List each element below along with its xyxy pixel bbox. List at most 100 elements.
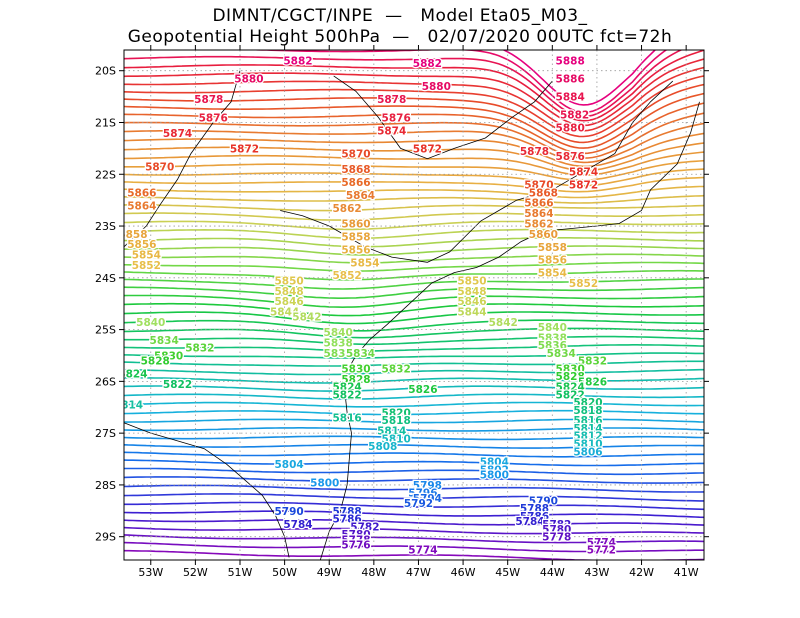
contour-label: 5798 xyxy=(413,480,442,492)
contour-label: 5824 xyxy=(332,382,361,394)
contour-line-5890 xyxy=(501,50,657,106)
contour-label: 5884 xyxy=(556,92,585,104)
contour-line-5802 xyxy=(124,401,704,408)
contour-line-5770 xyxy=(124,534,704,544)
contour-label: 5848 xyxy=(274,286,303,298)
contour-label: 5874 xyxy=(377,125,406,137)
contour-line-5836 xyxy=(124,261,704,272)
contour-label: 5812 xyxy=(573,431,602,443)
contour-line-5772 xyxy=(124,526,704,535)
contour-label: 5882 xyxy=(560,110,589,122)
contour-line-5806 xyxy=(124,385,704,392)
contour-label: 5788 xyxy=(520,503,549,515)
contour-label: 5804 xyxy=(274,459,303,471)
contour-line-5796 xyxy=(124,427,704,432)
x-tick-label: 42W xyxy=(629,566,654,579)
contour-line-5780 xyxy=(124,493,704,502)
contour-line-5856 xyxy=(124,176,704,193)
contour-line-5766 xyxy=(124,549,704,560)
x-tick-label: 47W xyxy=(406,566,431,579)
contour-label: 5862 xyxy=(524,218,553,230)
contour-label: 5774 xyxy=(408,545,437,557)
y-tick-label: 22S xyxy=(95,168,116,181)
contour-label: 5860 xyxy=(529,229,558,241)
contour-label: 5858 xyxy=(118,229,147,241)
x-tick-label: 52W xyxy=(183,566,208,579)
contour-label: 5800 xyxy=(310,477,339,489)
contour-label: 5790 xyxy=(529,495,558,507)
contour-label: 5860 xyxy=(341,218,370,230)
contour-label: 5882 xyxy=(283,55,312,67)
y-tick-label: 21S xyxy=(95,116,116,129)
contour-line-5840 xyxy=(124,245,704,256)
contour-label: 5886 xyxy=(556,73,585,85)
contour-label: 5820 xyxy=(573,397,602,409)
contour-label: 5834 xyxy=(547,348,576,360)
y-tick-label: 25S xyxy=(95,324,116,337)
contour-label: 5778 xyxy=(542,532,571,544)
y-tick-label: 29S xyxy=(95,531,116,544)
contour-label: 5878 xyxy=(377,94,406,106)
contour-line-5882 xyxy=(124,58,704,127)
contour-label: 5824 xyxy=(118,369,147,381)
contour-label: 5800 xyxy=(480,470,509,482)
state-border-west xyxy=(124,70,241,248)
contour-label: 5804 xyxy=(480,457,509,469)
contour-line-5848 xyxy=(124,212,704,221)
contour-label: 5786 xyxy=(332,514,361,526)
contour-line-5786 xyxy=(124,467,704,476)
contour-line-5864 xyxy=(124,142,704,172)
contour-line-5804 xyxy=(124,393,704,400)
contour-line-5798 xyxy=(124,418,704,424)
contour-line-5830 xyxy=(124,286,704,299)
contour-label: 5858 xyxy=(538,242,567,254)
contour-line-5880 xyxy=(124,66,704,132)
contour-label: 5792 xyxy=(404,498,433,510)
contour-label: 5864 xyxy=(346,190,375,202)
contour-line-5870 xyxy=(124,112,704,159)
x-tick-label: 51W xyxy=(228,566,253,579)
contour-label: 5772 xyxy=(587,545,616,557)
x-tick-label: 45W xyxy=(495,566,520,579)
contour-line-5812 xyxy=(124,360,704,367)
y-tick-label: 24S xyxy=(95,272,116,285)
contour-line-5842 xyxy=(124,237,704,248)
contour-line-5860 xyxy=(124,159,704,181)
contour-label: 5784 xyxy=(283,519,312,531)
contour-label: 5862 xyxy=(332,203,361,215)
contour-line-5816 xyxy=(124,344,704,352)
contour-label: 5780 xyxy=(341,529,370,541)
contour-label: 5838 xyxy=(324,338,353,350)
contour-label: 5816 xyxy=(573,415,602,427)
contour-label: 5794 xyxy=(413,493,442,505)
state-border xyxy=(124,422,290,558)
coastline-path xyxy=(319,101,700,560)
contour-label: 5814 xyxy=(377,426,406,438)
contour-label: 5828 xyxy=(141,356,170,368)
contour-label: 5774 xyxy=(587,537,616,549)
contour-line-5792 xyxy=(124,443,704,449)
contour-line-5854 xyxy=(124,185,704,199)
contour-label: 5856 xyxy=(538,255,567,267)
contour-line-5874 xyxy=(124,92,704,149)
contour-label: 5832 xyxy=(382,363,411,375)
coastline xyxy=(124,70,700,560)
contour-line-5846 xyxy=(124,220,704,231)
contour-label: 5872 xyxy=(569,180,598,192)
contour-label: 5878 xyxy=(520,146,549,158)
chart-title: DIMNT/CGCT/INPE — Model Eta05_M03_ xyxy=(212,6,588,26)
contour-label: 5876 xyxy=(382,112,411,124)
contour-line-5808 xyxy=(124,377,704,384)
contour-label: 5780 xyxy=(542,524,571,536)
contour-line-5794 xyxy=(124,435,704,441)
contour-line-5872 xyxy=(124,102,704,155)
contour-label: 5878 xyxy=(194,94,223,106)
contour-label: 5888 xyxy=(556,55,585,67)
contour-line-5782 xyxy=(124,484,704,493)
contour-label: 5836 xyxy=(324,348,353,360)
contour-label: 5822 xyxy=(332,389,361,401)
x-tick-label: 43W xyxy=(584,566,609,579)
contour-label: 5870 xyxy=(145,161,174,173)
contour-label: 5830 xyxy=(556,363,585,375)
contour-label: 5814 xyxy=(114,400,143,412)
